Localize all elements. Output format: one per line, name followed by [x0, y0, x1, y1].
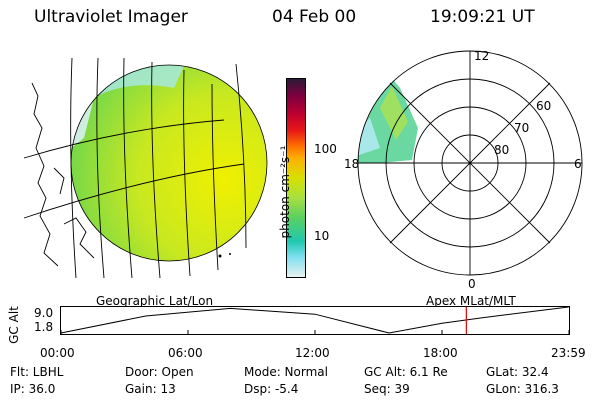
- info-gain: Gain: 13: [125, 382, 176, 396]
- graticule: [23, 57, 247, 279]
- mlt-18-label: 18: [344, 157, 359, 171]
- orbit-y-bottom: 1.8: [34, 320, 54, 334]
- header-time: 19:09:21 UT: [430, 7, 535, 27]
- info-glon: GLon: 316.3: [486, 382, 559, 396]
- globe-emission: [71, 65, 267, 261]
- colorbar-tick-100: 100: [314, 142, 337, 156]
- polar-emission: [358, 76, 418, 163]
- info-gcalt: GC Alt: 6.1 Re: [364, 365, 448, 379]
- mlt-0-label: 0: [468, 277, 476, 291]
- orbit-y-top: 9.0: [34, 306, 54, 320]
- info-glat: GLat: 32.4: [486, 365, 549, 379]
- colorbar: [286, 78, 306, 278]
- orbit-altitude-line: [60, 306, 569, 334]
- instrument-title: Ultraviolet Imager: [34, 7, 188, 27]
- orbit-tick-0000: 00:00: [40, 346, 75, 360]
- info-flt: Flt: LBHL: [10, 365, 64, 379]
- info-seq: Seq: 39: [364, 382, 410, 396]
- globe-caption: Geographic Lat/Lon: [96, 294, 214, 308]
- mlt-6-label: 6: [574, 157, 582, 171]
- colorbar-tick-10: 10: [314, 229, 330, 243]
- info-mode: Mode: Normal: [244, 365, 328, 379]
- mlat-70-label: 70: [514, 121, 529, 135]
- globe-image: [23, 57, 268, 279]
- mlat-80-label: 80: [494, 143, 509, 157]
- orbit-chart: [60, 306, 570, 335]
- colorbar-label: photon cm⁻²s⁻¹: [278, 145, 292, 239]
- polar-plot: 12 18 6 0 60 70 80: [344, 49, 583, 291]
- mlt-12-label: 12: [474, 49, 489, 63]
- orbit-frame: [60, 306, 570, 335]
- coastline: [31, 82, 95, 267]
- orbit-tick-1200: 12:00: [295, 346, 330, 360]
- orbit-tick-1800: 18:00: [423, 346, 458, 360]
- info-ip: IP: 36.0: [10, 382, 56, 396]
- header-date: 04 Feb 00: [272, 7, 357, 27]
- orbit-tick-0600: 06:00: [168, 346, 203, 360]
- globe-limb: [70, 64, 268, 262]
- mlat-60-label: 60: [536, 99, 551, 113]
- info-dsp: Dsp: -5.4: [244, 382, 299, 396]
- polar-caption: Apex MLat/MLT: [426, 294, 516, 308]
- info-door: Door: Open: [125, 365, 194, 379]
- orbit-axis-label: GC Alt: [7, 306, 21, 344]
- orbit-tick-2359: 23:59: [551, 346, 586, 360]
